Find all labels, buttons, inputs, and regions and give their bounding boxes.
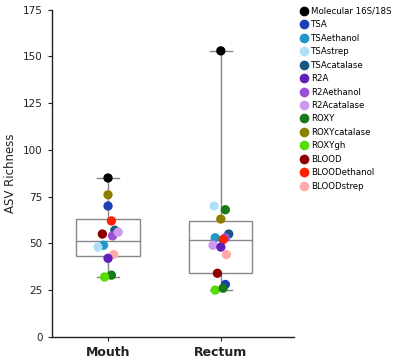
Point [220,237,226,242]
Point [108,218,115,224]
Point [222,207,228,213]
Point [218,48,224,54]
Point [218,244,224,250]
Point [115,229,121,235]
Point [214,270,221,276]
Point [218,216,224,222]
Point [105,203,111,209]
Point [212,235,218,241]
Point [105,256,111,261]
Point [210,242,216,248]
Point [222,235,228,241]
Point [110,252,117,257]
Point [212,287,218,293]
Point [223,252,230,257]
Point [222,282,228,287]
Legend: Molecular 16S/18S, TSA, TSAethanol, TSAstrep, TSAcatalase, R2A, R2Aethanol, R2Ac: Molecular 16S/18S, TSA, TSAethanol, TSAs… [296,3,395,194]
Point [108,272,115,278]
Point [102,274,108,280]
Point [105,192,111,198]
Y-axis label: ASV Richness: ASV Richness [4,134,17,213]
Point [112,227,118,233]
Point [109,233,116,239]
Point [226,231,232,237]
Point [100,242,107,248]
Point [211,203,217,209]
Point [220,285,226,291]
Point [105,175,111,181]
Bar [76,219,140,256]
Point [99,231,106,237]
Point [95,244,101,250]
Bar [189,221,252,273]
